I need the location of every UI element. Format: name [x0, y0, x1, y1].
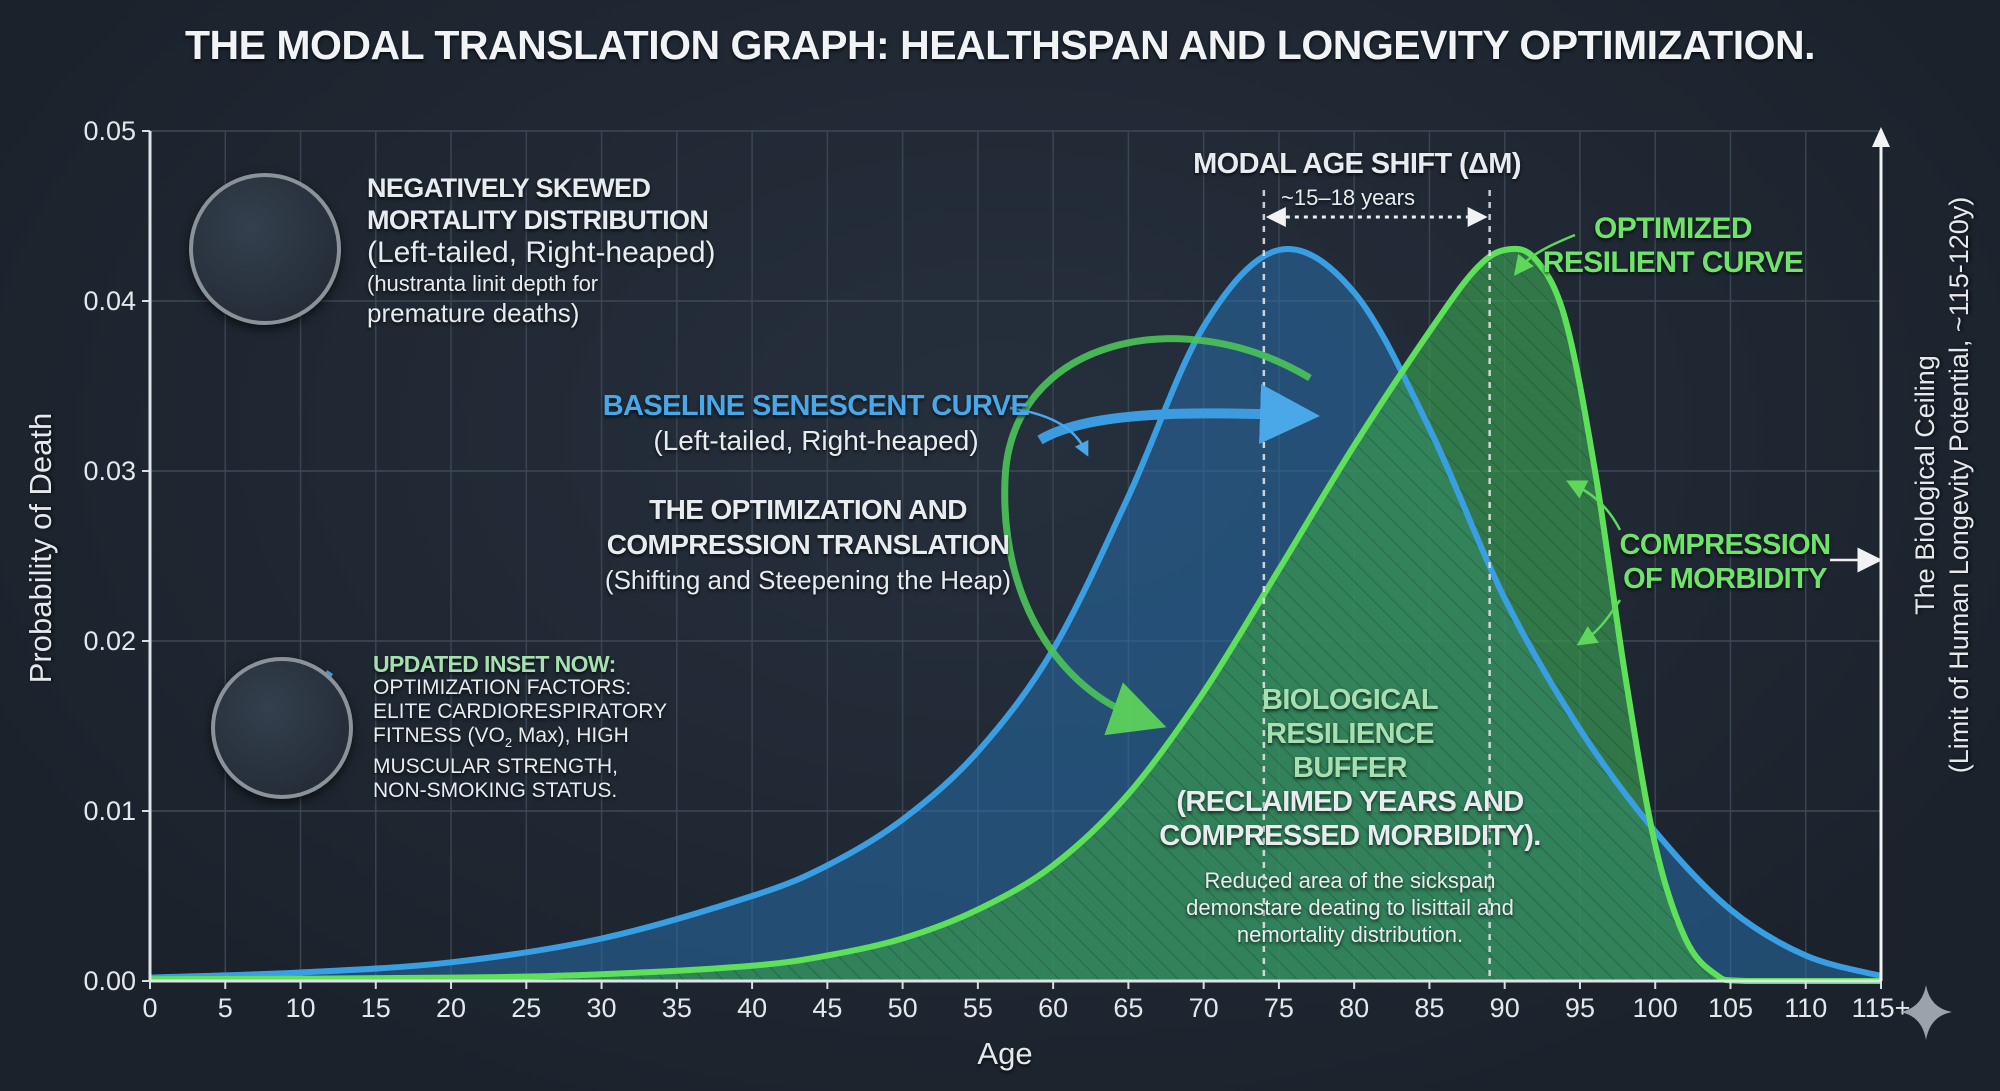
inset2-line5: NON-SMOKING STATUS. — [373, 779, 618, 803]
buffer-line-3: BUFFER — [1292, 752, 1408, 784]
buffer-line-1: BIOLOGICAL — [1261, 684, 1439, 716]
compression-label: COMPRESSION OF MORBIDITY — [1619, 528, 1832, 596]
inset2-line1: OPTIMIZATION FACTORS: — [373, 676, 632, 699]
inset2-line3a: FITNESS (VO — [373, 724, 505, 747]
translation-line-3: (Shifting and Steepening the Heap) — [604, 565, 1012, 595]
compression-lower-arrow — [1576, 599, 1622, 646]
x-tick-label: 105 — [1708, 993, 1753, 1023]
inset2-line4: MUSCULAR STRENGTH, — [373, 755, 619, 779]
inset2-line3-sub: 2 — [504, 735, 513, 751]
x-tick-label: 45 — [812, 993, 842, 1023]
x-tick-label: 60 — [1038, 993, 1068, 1023]
right-arrowhead-icon — [1467, 207, 1488, 227]
baseline-curve-line — [149, 246, 1882, 981]
x-tick-label: 10 — [285, 993, 315, 1023]
compression-line-2: OF MORBIDITY — [1623, 563, 1827, 595]
optimized-pointer-arrow — [1513, 233, 1576, 276]
modal-shift-title: MODAL AGE SHIFT (ΔM) — [1193, 148, 1521, 180]
y-tick-label: 0.00 — [83, 966, 136, 996]
x-tick-label: 0 — [142, 993, 157, 1023]
inset1-line1: NEGATIVELY SKEWED — [367, 173, 651, 203]
inset1-line4: (hustranta linit depth for — [367, 271, 599, 296]
translation-arrow — [1001, 335, 1312, 736]
modal-shift-value: ~15–18 years — [1281, 185, 1415, 210]
buffer-line-2: RESILIENCE — [1265, 718, 1435, 750]
inset2-line3b: Max), HIGH — [512, 724, 629, 747]
baseline-label-title: BASELINE SENESCENT CURVE — [602, 390, 1030, 422]
x-tick-label: 50 — [888, 993, 918, 1023]
inset1-line2: MORTALITY DISTRIBUTION — [367, 205, 709, 235]
buffer-note: Reduced area of the sickspan demonstare … — [1186, 867, 1514, 948]
distribution-inset-text: NEGATIVELY SKEWED MORTALITY DISTRIBUTION… — [367, 172, 716, 328]
x-tick-label: 90 — [1490, 993, 1520, 1023]
inset1-line3: (Left-tailed, Right-heaped) — [367, 236, 716, 269]
x-tick-label: 55 — [963, 993, 993, 1023]
y-axis-label: Probability of Death — [23, 412, 58, 684]
sparkle-icon — [1900, 985, 1952, 1040]
x-tick-label: 15 — [361, 993, 391, 1023]
x-tick-label: 40 — [737, 993, 767, 1023]
optimized-curve-label: OPTIMIZED RESILIENT CURVE — [1543, 212, 1804, 280]
x-tick-label: 25 — [511, 993, 541, 1023]
buffer-note-1: Reduced area of the sickspan — [1204, 868, 1496, 893]
x-tick-label: 75 — [1264, 993, 1294, 1023]
x-axis-label: Age — [977, 1036, 1033, 1071]
x-tick-label: 100 — [1633, 993, 1678, 1023]
translation-line-2: COMPRESSION TRANSLATION — [606, 529, 1010, 560]
y-tick-label: 0.02 — [83, 626, 136, 656]
inset2-line2: ELITE CARDIORESPIRATORY — [373, 700, 668, 723]
x-tick-label: 85 — [1414, 993, 1444, 1023]
biological-ceiling-label: The Biological Ceiling (Limit of Human L… — [1908, 197, 1976, 774]
x-tick-label: 70 — [1189, 993, 1219, 1023]
x-tick-label: 5 — [218, 993, 233, 1023]
resilience-buffer-label: BIOLOGICAL RESILIENCE BUFFER (RECLAIMED … — [1159, 683, 1541, 853]
x-tick-label: 65 — [1113, 993, 1143, 1023]
baseline-pointer-arrow — [1009, 406, 1089, 457]
factors-inset-circle — [211, 657, 353, 799]
left-arrowhead-icon — [1265, 207, 1286, 227]
compression-upper-arrow — [1566, 480, 1622, 531]
ceiling-line-2: (Limit of Human Longevity Potential, ~11… — [1944, 196, 1974, 774]
baseline-curve-label: BASELINE SENESCENT CURVE (Left-tailed, R… — [603, 388, 1030, 458]
x-tick-label: 115+ — [1852, 993, 1911, 1023]
curve-areas — [150, 248, 1881, 981]
inset2-heading: UPDATED INSET NOW: — [373, 651, 616, 677]
y-tick-label: 0.04 — [83, 286, 136, 316]
factors-inset-text: UPDATED INSET NOW: OPTIMIZATION FACTORS:… — [373, 652, 667, 803]
inset1-line5: premature deaths) — [367, 298, 580, 328]
chart-title: THE MODAL TRANSLATION GRAPH: HEALTHSPAN … — [184, 22, 1816, 68]
x-tick-label: 20 — [436, 993, 466, 1023]
inset2-line3: FITNESS (VO2 Max), HIGH — [373, 724, 667, 755]
x-tick-label: 110 — [1784, 993, 1827, 1023]
modal-markers — [1262, 190, 1491, 981]
x-tick-label: 80 — [1339, 993, 1369, 1023]
tick-labels: 0 5 10 15 20 25 30 35 40 45 50 55 60 65 70 75 80 85 90 95 10… — [83, 116, 1910, 1023]
compression-line-1: COMPRESSION — [1619, 529, 1832, 561]
optimized-line-1: OPTIMIZED — [1594, 212, 1753, 245]
curve-lines — [149, 245, 1882, 985]
x-tick-label: 95 — [1565, 993, 1595, 1023]
distribution-inset-circle — [189, 173, 341, 325]
ceiling-line-1: The Biological Ceiling — [1910, 355, 1940, 615]
ceiling-arrowhead-icon — [1872, 127, 1890, 147]
buffer-line-5: COMPRESSED MORBIDITY). — [1159, 820, 1541, 852]
y-tick-label: 0.03 — [83, 456, 136, 486]
shift-arrow — [1037, 384, 1320, 445]
translation-label: THE OPTIMIZATION AND COMPRESSION TRANSLA… — [605, 492, 1011, 598]
y-tick-label: 0.01 — [83, 796, 136, 826]
y-tick-label: 0.05 — [83, 116, 136, 146]
x-tick-label: 30 — [587, 993, 617, 1023]
optimized-curve-line — [149, 245, 1881, 985]
x-tick-label: 35 — [662, 993, 692, 1023]
baseline-label-sub: (Left-tailed, Right-heaped) — [653, 425, 979, 456]
translation-line-1: THE OPTIMIZATION AND — [649, 494, 967, 525]
buffer-note-2: demonstare deating to lisittail and — [1186, 895, 1514, 920]
buffer-line-4: (RECLAIMED YEARS AND — [1176, 786, 1524, 818]
optimized-line-2: RESILIENT CURVE — [1542, 246, 1804, 279]
buffer-note-3: nemortality distribution. — [1236, 922, 1464, 947]
resilience-buffer-hatch — [150, 248, 1881, 981]
